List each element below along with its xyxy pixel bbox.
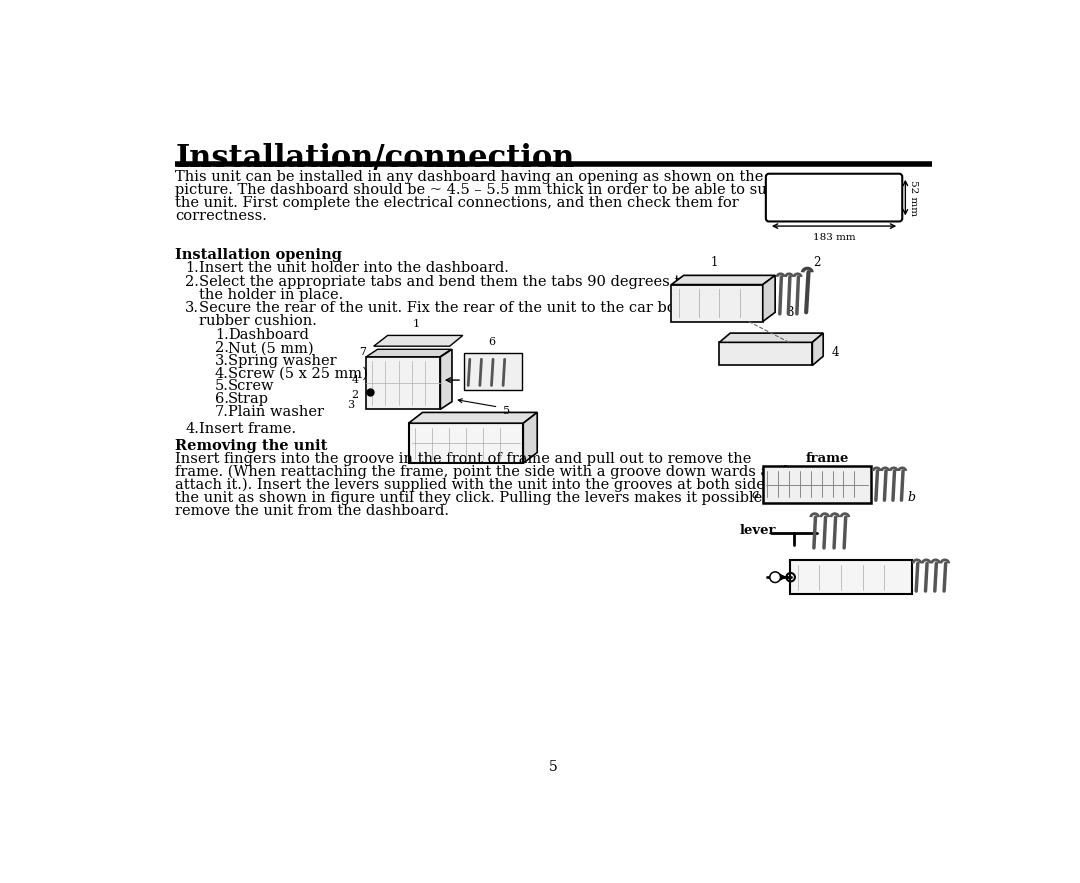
Bar <box>789 560 913 594</box>
Text: Insert fingers into the groove in the front of frame and pull out to remove the: Insert fingers into the groove in the fr… <box>175 452 752 465</box>
Circle shape <box>770 572 781 583</box>
Text: Screw: Screw <box>228 380 274 393</box>
Polygon shape <box>719 333 823 343</box>
Bar <box>408 423 524 464</box>
Text: frame: frame <box>806 452 849 465</box>
Text: Dashboard: Dashboard <box>228 328 309 343</box>
Polygon shape <box>672 275 775 284</box>
Bar <box>463 353 522 390</box>
Polygon shape <box>366 357 441 410</box>
Polygon shape <box>374 336 463 346</box>
Text: Insert frame.: Insert frame. <box>200 422 296 435</box>
Text: the unit. First complete the electrical connections, and then check them for: the unit. First complete the electrical … <box>175 196 739 210</box>
Polygon shape <box>441 350 451 410</box>
Text: 1: 1 <box>711 256 717 269</box>
Text: Nut (5 mm): Nut (5 mm) <box>228 341 313 355</box>
Text: 2.: 2. <box>186 275 199 289</box>
Polygon shape <box>366 350 451 357</box>
Text: 52 mm: 52 mm <box>909 179 918 215</box>
Text: 2: 2 <box>351 390 359 401</box>
Polygon shape <box>719 343 812 366</box>
Text: Strap: Strap <box>228 392 269 406</box>
Text: frame. (When reattaching the frame, point the side with a groove down wards and: frame. (When reattaching the frame, poin… <box>175 464 788 479</box>
Text: Insert the unit holder into the dashboard.: Insert the unit holder into the dashboar… <box>200 261 509 275</box>
Bar <box>762 466 872 503</box>
Text: 183 mm: 183 mm <box>813 233 855 242</box>
Text: Installation/connection: Installation/connection <box>175 143 575 174</box>
Text: 4.: 4. <box>215 366 229 381</box>
Text: 6.: 6. <box>215 392 229 406</box>
Text: 3.: 3. <box>215 354 229 368</box>
Polygon shape <box>524 412 537 464</box>
Text: Installation opening: Installation opening <box>175 248 342 262</box>
Text: lever: lever <box>740 525 777 538</box>
Text: 6: 6 <box>489 337 496 347</box>
Text: 1.: 1. <box>215 328 229 343</box>
Text: 1.: 1. <box>186 261 199 275</box>
Text: This unit can be installed in any dashboard having an opening as shown on the: This unit can be installed in any dashbo… <box>175 170 764 184</box>
Text: rubber cushion.: rubber cushion. <box>200 313 318 328</box>
Text: 3: 3 <box>347 400 354 410</box>
Polygon shape <box>762 275 775 321</box>
Text: 5: 5 <box>502 406 510 416</box>
Text: 2: 2 <box>813 256 821 269</box>
Text: 4.: 4. <box>186 422 199 435</box>
Text: a: a <box>752 487 759 501</box>
Text: remove the unit from the dashboard.: remove the unit from the dashboard. <box>175 504 449 518</box>
Text: Spring washer: Spring washer <box>228 354 337 368</box>
Text: 1: 1 <box>413 320 420 329</box>
FancyBboxPatch shape <box>766 174 902 222</box>
Text: 3.: 3. <box>186 301 200 314</box>
Text: 7: 7 <box>360 347 366 358</box>
Text: 5.: 5. <box>215 380 229 393</box>
Text: the holder in place.: the holder in place. <box>200 288 343 302</box>
Text: 4: 4 <box>351 375 359 385</box>
Text: b: b <box>907 491 916 503</box>
Text: Select the appropriate tabs and bend them the tabs 90 degrees to secure: Select the appropriate tabs and bend the… <box>200 275 744 289</box>
Text: 2.: 2. <box>215 341 229 355</box>
Text: Screw (5 x 25 mm): Screw (5 x 25 mm) <box>228 366 368 381</box>
Text: correctness.: correctness. <box>175 209 267 223</box>
Text: the unit as shown in figure until they click. Pulling the levers makes it possib: the unit as shown in figure until they c… <box>175 491 782 505</box>
Text: 7.: 7. <box>215 404 229 419</box>
Polygon shape <box>812 333 823 366</box>
Text: 4: 4 <box>832 346 839 358</box>
Polygon shape <box>408 412 537 423</box>
Text: attach it.). Insert the levers supplied with the unit into the grooves at both s: attach it.). Insert the levers supplied … <box>175 478 792 492</box>
Text: 5: 5 <box>549 759 558 774</box>
Text: picture. The dashboard should be ~ 4.5 – 5.5 mm thick in order to be able to sup: picture. The dashboard should be ~ 4.5 –… <box>175 183 807 197</box>
Text: Removing the unit: Removing the unit <box>175 439 327 453</box>
Polygon shape <box>672 284 762 321</box>
Text: Secure the rear of the unit. Fix the rear of the unit to the car body by: Secure the rear of the unit. Fix the rea… <box>200 301 716 314</box>
Text: Plain washer: Plain washer <box>228 404 324 419</box>
Text: 3: 3 <box>786 306 794 319</box>
Circle shape <box>771 573 779 581</box>
